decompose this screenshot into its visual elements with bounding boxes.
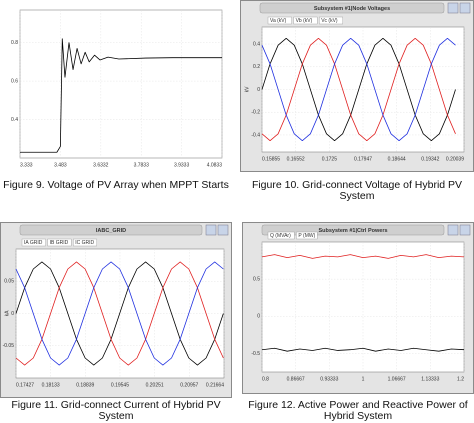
series-line [261,37,456,142]
title-bar [19,224,203,236]
x-tick-label: 0.1725 [322,156,338,162]
x-tick-label: 0.20039 [446,156,464,162]
window-button [459,2,471,14]
y-tick-label: 0.6 [11,78,18,84]
series-line [261,347,465,352]
x-tick-label: 0.16552 [287,156,305,162]
x-tick-label: 3.6332 [93,162,109,168]
y-tick-label: -0.2 [251,110,260,116]
x-tick-label: 0.19342 [421,156,439,162]
x-tick-label: 3.483 [54,162,67,168]
legend-label: Q (MVAr) [270,233,291,239]
legend-box [267,231,295,240]
x-tick-label: 0.21664 [206,382,224,388]
legend-label: IA GRID [24,240,43,246]
title-bar [259,2,445,14]
y-tick-label: -0.05 [3,343,15,349]
series-line [261,37,456,142]
legend-label: IB GRID [50,240,69,246]
legend-box [296,231,318,240]
y-tick-label: 0.4 [11,117,18,123]
x-tick-label: 0.18133 [42,382,60,388]
legend-box [72,238,97,247]
legend-label: IC GRID [75,240,94,246]
y-tick-label: 0.8 [11,40,18,46]
legend-label: Va (kV) [270,18,287,24]
x-tick-label: 0.20957 [180,382,198,388]
window-button [217,224,229,236]
chart-title: IABC_GRID [96,228,126,234]
legend-box [293,16,318,25]
chart-title: Subsystem #1|Ctrl Powers [318,228,387,234]
x-tick-label: 0.86667 [287,376,305,382]
x-tick-label: 0.8 [262,376,269,382]
x-tick-label: 1 [362,376,365,382]
x-tick-label: 4.0833 [207,162,223,168]
x-tick-label: 0.18839 [76,382,94,388]
legend-label: Vc (kV) [321,18,338,24]
y-tick-label: 0 [11,311,14,317]
x-tick-label: 0.18644 [388,156,406,162]
y-tick-label: 0.5 [253,276,260,282]
figure-caption: Figure 9. Voltage of PV Array when MPPT … [3,179,229,191]
x-tick-label: 0.15855 [262,156,280,162]
series-line [20,38,222,153]
x-tick-label: 1.2 [457,376,464,382]
y-tick-label: 0 [257,314,260,320]
plot-area [19,9,223,159]
series-line [15,261,224,366]
series-line [261,254,465,259]
window-button [447,2,459,14]
figure-caption: Figure 11. Grid-connect Current of Hybri… [11,399,221,422]
legend-box [47,238,72,247]
window-button [205,224,217,236]
x-tick-label: 0.17427 [16,382,34,388]
figure-caption: Figure 10. Grid-connect Voltage of Hybri… [251,179,463,202]
x-tick-label: 1.13333 [421,376,439,382]
series-line [15,261,224,366]
y-axis-label: kA [4,310,10,317]
figure-caption: Figure 12. Active Power and Reactive Pow… [248,399,468,422]
x-tick-label: 3.333 [20,162,33,168]
y-tick-label: 0 [257,87,260,93]
y-tick-label: 0.2 [253,64,260,70]
x-tick-label: 3.7833 [134,162,150,168]
series-line [261,37,456,142]
x-tick-label: 0.17947 [354,156,372,162]
x-tick-label: 3.9333 [174,162,190,168]
x-tick-label: 0.19545 [111,382,129,388]
y-tick-label: -0.5 [251,351,260,357]
y-tick-label: -0.4 [251,132,260,138]
window-button [459,224,471,236]
x-tick-label: 0.93333 [320,376,338,382]
chart-title: Subsystem #1|Node Voltages [314,6,390,12]
legend-box [267,16,292,25]
legend-box [319,16,344,25]
window-button [447,224,459,236]
legend-box [21,238,46,247]
y-axis-label: kV [244,86,250,93]
y-tick-label: 0.05 [4,279,14,285]
x-tick-label: 1.06667 [388,376,406,382]
series-line [15,261,224,366]
legend-label: Vb (kV) [296,18,313,24]
x-tick-label: 0.20251 [146,382,164,388]
legend-label: P (MW) [298,233,315,239]
y-tick-label: 0.4 [253,41,260,47]
